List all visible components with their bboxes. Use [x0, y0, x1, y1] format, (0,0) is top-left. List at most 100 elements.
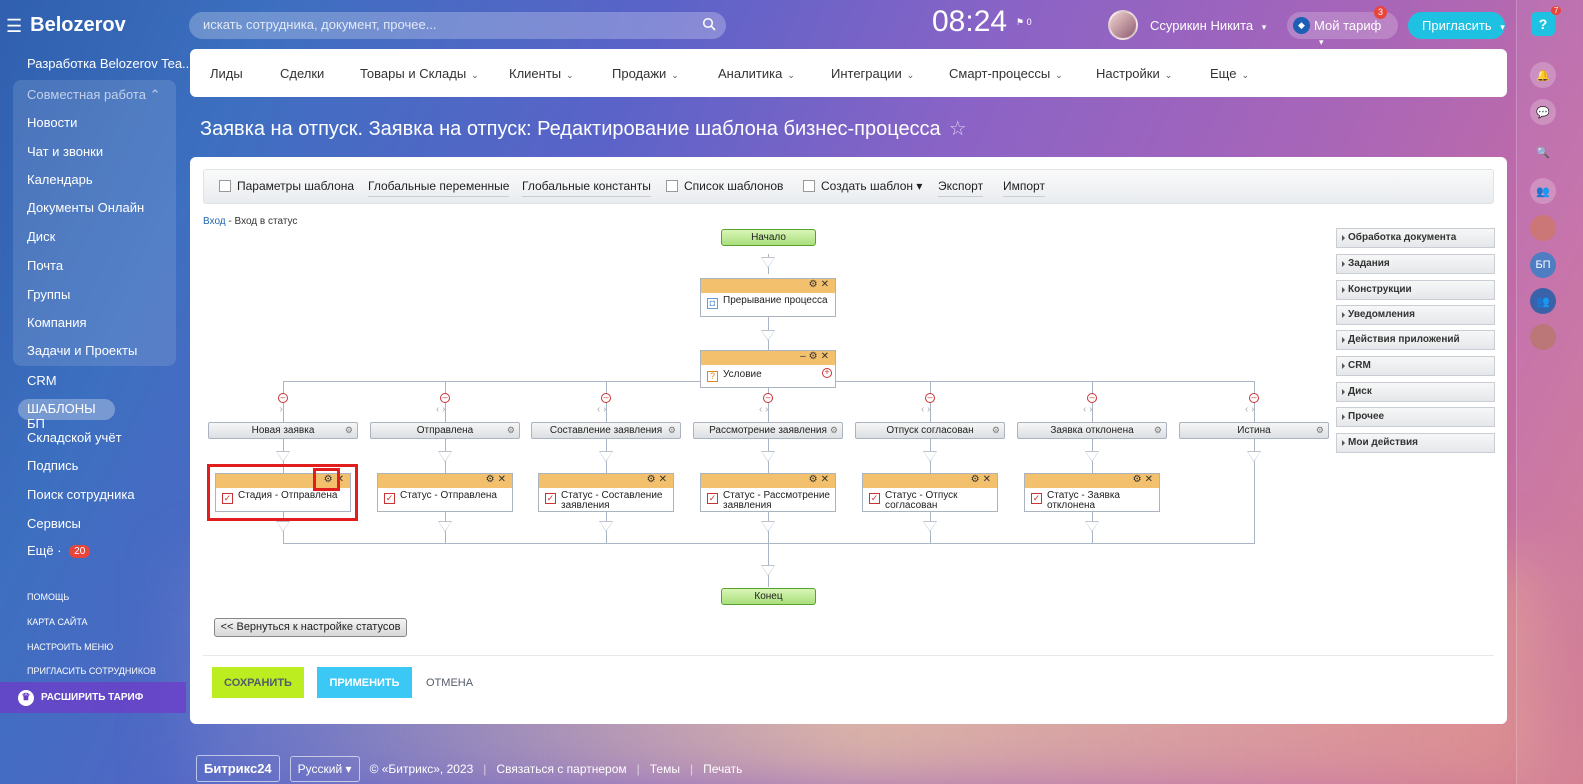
status-activity-4[interactable]: ⚙✕ ✓ Статус - Отпуск согласован	[862, 473, 998, 512]
nav-smart-processes[interactable]: Смарт-процессы ⌄	[949, 66, 1063, 81]
sidebar-link-invite[interactable]: ПРИГЛАСИТЬ СОТРУДНИКОВ	[27, 666, 157, 676]
nav-sales[interactable]: Продажи ⌄	[612, 66, 679, 81]
status-activity-3[interactable]: ⚙✕ ✓ Статус - Рассмотрение заявления	[700, 473, 836, 512]
sidebar-item-more[interactable]: Ещё · 20	[27, 543, 91, 558]
sidebar-item-crm[interactable]: CRM	[27, 373, 57, 388]
status-activity-1[interactable]: ⚙✕ ✓ Статус - Отправлена	[377, 473, 513, 512]
notifications-icon[interactable]: 🔔	[1530, 62, 1556, 88]
remove-branch-icon[interactable]: –	[278, 393, 288, 403]
nav-deals[interactable]: Сделки	[280, 66, 325, 81]
interrupt-activity[interactable]: ⚙✕ ◘ Прерывание процесса	[700, 278, 836, 317]
star-icon[interactable]: ☆	[948, 118, 967, 140]
add-branch-icon[interactable]: +	[822, 368, 832, 378]
palette-other[interactable]: Прочее	[1336, 407, 1495, 427]
activity-tools[interactable]: ⚙✕	[485, 474, 509, 485]
logo[interactable]: Belozerov	[30, 14, 126, 36]
sidebar-item-chat[interactable]: Чат и звонки	[27, 144, 104, 159]
drop-arrow[interactable]	[599, 451, 613, 462]
help-button[interactable]: ?	[1531, 12, 1555, 36]
sidebar-group-title[interactable]: Совместная работа ⌃	[27, 87, 161, 102]
footer-link-partner[interactable]: Связаться с партнером	[496, 761, 627, 776]
branch-move-arrows[interactable]: ‹ ›	[1083, 404, 1093, 415]
template-params-button[interactable]: Параметры шаблона	[219, 179, 354, 196]
drop-arrow[interactable]	[761, 521, 775, 532]
sidebar-item-mail[interactable]: Почта	[27, 258, 64, 273]
drop-arrow[interactable]	[438, 451, 452, 462]
clock[interactable]: 08:24	[932, 5, 1008, 38]
activity-tools[interactable]: ⚙✕	[323, 474, 347, 485]
global-vars-button[interactable]: Глобальные переменные	[368, 179, 510, 197]
drop-arrow[interactable]	[923, 521, 937, 532]
sidebar-item-groups[interactable]: Группы	[27, 287, 71, 302]
drop-arrow[interactable]	[1085, 451, 1099, 462]
sidebar-item-disk[interactable]: Диск	[27, 229, 56, 244]
status-activity-5[interactable]: ⚙✕ ✓ Статус - Заявка отклонена	[1024, 473, 1160, 512]
create-template-button[interactable]: Создать шаблон ▾	[803, 179, 922, 196]
remove-branch-icon[interactable]: –	[1249, 393, 1259, 403]
flag-counter[interactable]: ⚑ 0	[1016, 17, 1032, 27]
footer-link-print[interactable]: Печать	[703, 761, 743, 776]
palette-my-actions[interactable]: Мои действия	[1336, 433, 1495, 453]
palette-constructions[interactable]: Конструкции	[1336, 280, 1495, 300]
drop-arrow[interactable]	[276, 451, 290, 462]
cancel-button[interactable]: ОТМЕНА	[426, 677, 474, 689]
user-avatar[interactable]	[1108, 10, 1138, 40]
sidebar-item-warehouse[interactable]: Складской учёт	[27, 430, 122, 445]
branch-header-1[interactable]: Отправлена ⚙	[370, 422, 520, 439]
sidebar-link-configure-menu[interactable]: НАСТРОИТЬ МЕНЮ	[27, 642, 114, 652]
remove-branch-icon[interactable]: –	[440, 393, 450, 403]
sidebar-item-docs[interactable]: Документы Онлайн	[27, 200, 145, 215]
drop-arrow[interactable]	[761, 451, 775, 462]
nav-products[interactable]: Товары и Склады ⌄	[360, 66, 479, 81]
global-consts-button[interactable]: Глобальные константы	[522, 179, 651, 197]
activity-tools[interactable]: ⚙✕	[808, 474, 832, 485]
sidebar-item-tasks[interactable]: Задачи и Проекты	[27, 343, 138, 358]
status-activity-2[interactable]: ⚙✕ ✓ Статус - Составление заявления	[538, 473, 674, 512]
activity-tools[interactable]: ⚙✕	[970, 474, 994, 485]
branch-move-arrows[interactable]: ‹ ›	[759, 404, 769, 415]
sidebar-item-portal[interactable]: Разработка Belozerov Tea...	[27, 56, 193, 71]
end-node[interactable]: Конец	[721, 588, 816, 605]
import-button[interactable]: Импорт	[1003, 179, 1045, 197]
drop-arrow[interactable]	[1085, 521, 1099, 532]
bp-chat-icon[interactable]: БП	[1530, 252, 1556, 278]
branch-move-arrows[interactable]: ‹ ›	[1245, 404, 1255, 415]
activity-tools[interactable]: –⚙✕	[800, 351, 832, 362]
save-button[interactable]: СОХРАНИТЬ	[212, 667, 304, 698]
palette-notifications[interactable]: Уведомления	[1336, 305, 1495, 325]
drop-arrow[interactable]	[438, 521, 452, 532]
branch-header-5[interactable]: Заявка отклонена ⚙	[1017, 422, 1167, 439]
drop-arrow[interactable]	[761, 565, 775, 576]
branch-header-3[interactable]: Рассмотрение заявления ⚙	[693, 422, 843, 439]
sidebar-item-news[interactable]: Новости	[27, 115, 78, 130]
palette-crm[interactable]: CRM	[1336, 356, 1495, 376]
palette-document-processing[interactable]: Обработка документа	[1336, 228, 1495, 248]
sidebar-item-bp-templates[interactable]: ШАБЛОНЫ БП	[18, 399, 115, 431]
sidebar-item-services[interactable]: Сервисы	[27, 516, 81, 531]
gear-icon[interactable]: ⚙	[1153, 425, 1162, 435]
contacts-icon[interactable]: 👥	[1530, 178, 1556, 204]
nav-leads[interactable]: Лиды	[210, 66, 243, 81]
palette-app-actions[interactable]: Действия приложений	[1336, 330, 1495, 350]
back-to-statuses-button[interactable]: << Вернуться к настройке статусов	[214, 618, 407, 637]
search-icon[interactable]	[702, 17, 716, 31]
nav-integrations[interactable]: Интеграции ⌄	[831, 66, 915, 81]
remove-branch-icon[interactable]: –	[601, 393, 611, 403]
gear-icon[interactable]: ⚙	[991, 425, 1000, 435]
remove-branch-icon[interactable]: –	[925, 393, 935, 403]
palette-disk[interactable]: Диск	[1336, 382, 1495, 402]
drop-arrow[interactable]	[761, 330, 775, 341]
bitrix24-logo[interactable]: Битрикс24	[196, 755, 280, 782]
gear-icon[interactable]: ⚙	[829, 425, 838, 435]
user-avatar-icon[interactable]	[1530, 324, 1556, 350]
template-list-button[interactable]: Список шаблонов	[666, 179, 783, 196]
sidebar-item-employee-search[interactable]: Поиск сотрудника	[27, 487, 135, 502]
drop-arrow[interactable]	[923, 451, 937, 462]
language-select[interactable]: Русский ▾	[289, 755, 360, 782]
branch-move-arrows[interactable]: ‹ ›	[597, 404, 607, 415]
export-button[interactable]: Экспорт	[938, 179, 984, 197]
sidebar-item-calendar[interactable]: Календарь	[27, 172, 93, 187]
gear-icon[interactable]: ⚙	[344, 425, 353, 435]
start-node[interactable]: Начало	[721, 229, 816, 246]
chat-icon[interactable]: 💬	[1530, 99, 1556, 125]
